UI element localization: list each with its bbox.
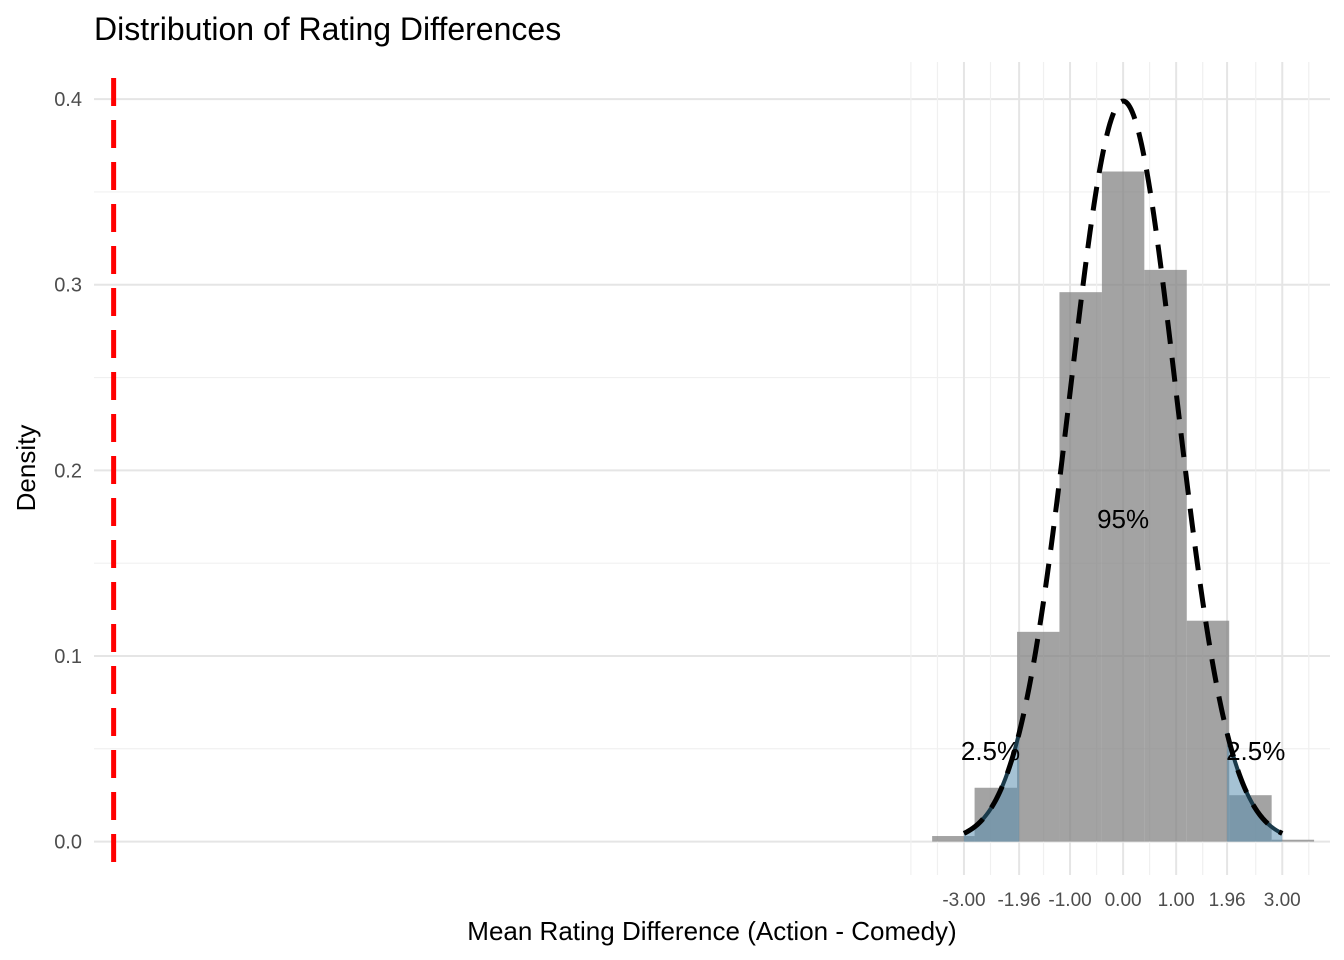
y-tick-label: 0.3: [54, 275, 82, 297]
normal-curve: [962, 98, 1284, 836]
y-axis-title: Density: [11, 425, 41, 512]
annotations: 2.5% 95% 2.5%: [961, 504, 1286, 766]
tail-region: [1227, 733, 1283, 842]
histogram-bar: [1186, 620, 1230, 842]
x-axis-ticks: -3.00 -1.96 -1.00 0.00 1.00 1.96 3.00: [942, 890, 1300, 911]
annotation-label: 95%: [1097, 504, 1149, 534]
histogram-bars: [932, 171, 1315, 842]
x-tick-label: 0.00: [1105, 890, 1142, 911]
y-tick-label: 0.0: [54, 832, 82, 854]
chart-title: Distribution of Rating Differences: [94, 11, 561, 47]
x-axis-title: Mean Rating Difference (Action - Comedy): [467, 916, 956, 946]
tail-region: [963, 733, 1020, 842]
histogram-bar: [1059, 292, 1102, 842]
x-tick-label: 3.00: [1264, 890, 1301, 911]
y-axis-ticks: 0.0 0.1 0.2 0.3 0.4: [54, 89, 82, 853]
histogram-bar: [1017, 631, 1060, 842]
y-tick-label: 0.2: [54, 460, 82, 482]
normal-curve-group: [962, 98, 1284, 836]
x-tick-label: 1.00: [1158, 890, 1195, 911]
histogram-bar: [1144, 269, 1187, 842]
histogram-bar: [1271, 839, 1315, 842]
y-tick-label: 0.1: [54, 646, 82, 668]
y-tick-label: 0.4: [54, 89, 82, 111]
x-tick-label: -1.00: [1048, 890, 1091, 911]
histogram-bar: [1101, 171, 1145, 842]
x-tick-label: -3.00: [942, 890, 985, 911]
x-tick-label: -1.96: [997, 890, 1040, 911]
histogram-bar: [932, 836, 975, 842]
annotation-label: 2.5%: [1226, 736, 1285, 766]
annotation-label: 2.5%: [961, 736, 1020, 766]
x-tick-label: 1.96: [1209, 890, 1246, 911]
